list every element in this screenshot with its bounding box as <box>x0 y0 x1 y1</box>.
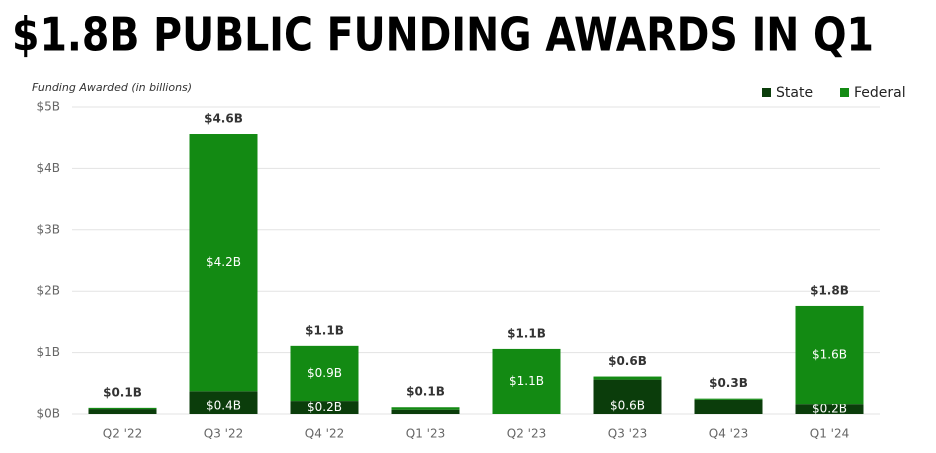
y-axis-label: Funding Awarded (in billions) <box>32 81 192 94</box>
total-label: $1.8B <box>810 283 849 297</box>
y-tick-label: $5B <box>36 100 60 114</box>
bar-segment <box>593 376 662 380</box>
legend-label: Federal <box>854 85 906 101</box>
bar-segment <box>290 401 359 414</box>
x-tick-label: Q3 '23 <box>608 427 647 441</box>
bar-segment <box>795 305 864 405</box>
x-tick-label: Q4 '23 <box>709 427 748 441</box>
bar-segment <box>290 345 359 402</box>
bar-segment <box>492 348 561 414</box>
x-tick-label: Q4 '22 <box>305 427 344 441</box>
segment-label: $4.2B <box>206 255 241 269</box>
total-label: $1.1B <box>305 323 344 337</box>
total-label: $0.3B <box>709 376 748 390</box>
y-tick-label: $4B <box>36 161 60 175</box>
segment-label: $1.6B <box>812 348 847 362</box>
bar-segment <box>88 407 157 410</box>
x-tick-label: Q1 '24 <box>810 427 849 441</box>
bar-segment <box>391 409 460 414</box>
bar-segment <box>189 391 258 414</box>
bar-segment <box>694 399 763 414</box>
legend-swatch <box>840 88 849 97</box>
total-label: $1.1B <box>507 326 546 340</box>
x-tick-label: Q2 '23 <box>507 427 546 441</box>
segment-label: $0.2B <box>307 400 342 414</box>
y-tick-label: $0B <box>36 407 60 421</box>
segment-label: $0.6B <box>610 399 645 413</box>
bar-segment <box>795 404 864 414</box>
total-label: $0.1B <box>103 385 142 399</box>
chart-title: $1.8B PUBLIC FUNDING AWARDS IN Q1 <box>12 8 874 62</box>
x-tick-label: Q1 '23 <box>406 427 445 441</box>
total-label: $0.6B <box>608 354 647 368</box>
segment-label: $0.2B <box>812 402 847 416</box>
segment-label: $1.1B <box>509 374 544 388</box>
bar-segment <box>391 407 460 410</box>
x-tick-label: Q3 '22 <box>204 427 243 441</box>
segment-label: $0.9B <box>307 366 342 380</box>
y-tick-label: $3B <box>36 222 60 236</box>
bar-segment <box>189 134 258 392</box>
y-tick-label: $2B <box>36 284 60 298</box>
bar-segment <box>694 398 763 400</box>
total-label: $4.6B <box>204 112 243 126</box>
bar-segment <box>593 379 662 414</box>
legend-label: State <box>776 85 813 101</box>
y-tick-label: $1B <box>36 345 60 359</box>
total-label: $0.1B <box>406 385 445 399</box>
x-tick-label: Q2 '22 <box>103 427 142 441</box>
legend-swatch <box>762 88 771 97</box>
segment-label: $0.4B <box>206 399 241 413</box>
bar-segment <box>88 409 157 414</box>
